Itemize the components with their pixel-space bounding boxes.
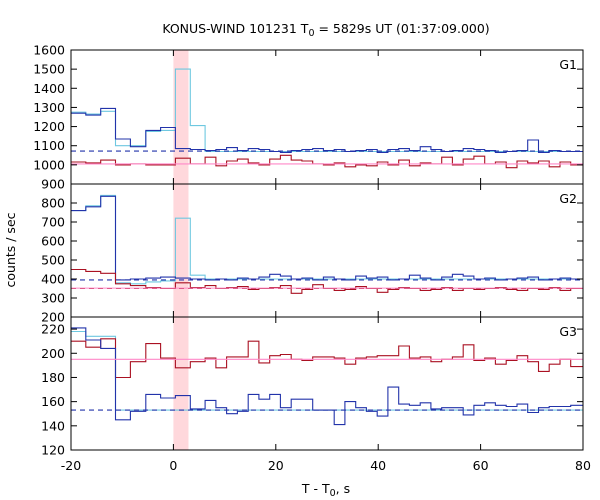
y-tick-label: 1300 bbox=[33, 100, 65, 115]
series-g1-red-step bbox=[71, 154, 583, 169]
chart-title-subscript: 0 bbox=[308, 28, 314, 39]
panel-labels: G1 G2 G3 bbox=[559, 57, 577, 339]
series-layer bbox=[71, 68, 583, 426]
panel-frame-g3 bbox=[70, 316, 584, 451]
x-tick-label: 0 bbox=[169, 458, 177, 473]
y-tick-label: 1000 bbox=[33, 157, 65, 172]
y-tick-label: 160 bbox=[41, 394, 65, 409]
y-tick-label: 200 bbox=[41, 310, 65, 325]
panel-frame-g2 bbox=[70, 183, 584, 318]
x-axis-label: T - T0, s bbox=[301, 481, 350, 499]
x-tick-label: -20 bbox=[61, 458, 81, 473]
chart-title: KONUS-WIND 101231 T0 = 5829s UT (01:37:0… bbox=[162, 21, 489, 39]
y-tick-label: 800 bbox=[41, 196, 65, 211]
panel-frames bbox=[70, 49, 584, 451]
x-tick-label: 80 bbox=[575, 458, 591, 473]
ticks-layer: 9001000110012001300140015001600200300400… bbox=[33, 43, 591, 474]
series-g2-cyan-step bbox=[71, 194, 583, 285]
series-g3-blue-step bbox=[71, 327, 583, 426]
y-tick-label: 180 bbox=[41, 370, 65, 385]
series-g1-blue-step bbox=[71, 107, 583, 153]
y-tick-label: 120 bbox=[41, 443, 65, 458]
y-tick-label: 600 bbox=[41, 234, 65, 249]
panel-label-g3: G3 bbox=[559, 324, 577, 339]
x-tick-label: 20 bbox=[268, 458, 284, 473]
y-tick-label: 400 bbox=[41, 272, 65, 287]
y-tick-label: 500 bbox=[41, 253, 65, 268]
highlight-bands bbox=[173, 50, 189, 450]
x-axis-label-subscript: 0 bbox=[330, 488, 336, 499]
y-tick-label: 1100 bbox=[33, 138, 65, 153]
panel-label-g2: G2 bbox=[559, 191, 577, 206]
x-tick-label: 40 bbox=[370, 458, 386, 473]
y-tick-label: 700 bbox=[41, 215, 65, 230]
y-axis-label: counts / sec bbox=[3, 212, 18, 287]
y-tick-label: 1600 bbox=[33, 43, 65, 58]
series-g1-cyan-step bbox=[71, 68, 583, 153]
highlight-band-g1 bbox=[173, 50, 189, 184]
x-tick-label: 60 bbox=[473, 458, 489, 473]
y-tick-label: 900 bbox=[41, 177, 65, 192]
panel-label-g1: G1 bbox=[559, 57, 577, 72]
y-tick-label: 1500 bbox=[33, 62, 65, 77]
y-tick-label: 1200 bbox=[33, 119, 65, 134]
series-g2-blue-step bbox=[71, 195, 583, 281]
highlight-band-g2 bbox=[173, 184, 189, 317]
series-g3-red-step bbox=[71, 338, 583, 379]
y-tick-label: 300 bbox=[41, 291, 65, 306]
y-tick-label: 200 bbox=[41, 346, 65, 361]
y-tick-label: 140 bbox=[41, 418, 65, 433]
y-tick-label: 220 bbox=[41, 322, 65, 337]
y-tick-label: 1400 bbox=[33, 81, 65, 96]
highlight-band-g3 bbox=[173, 317, 189, 450]
